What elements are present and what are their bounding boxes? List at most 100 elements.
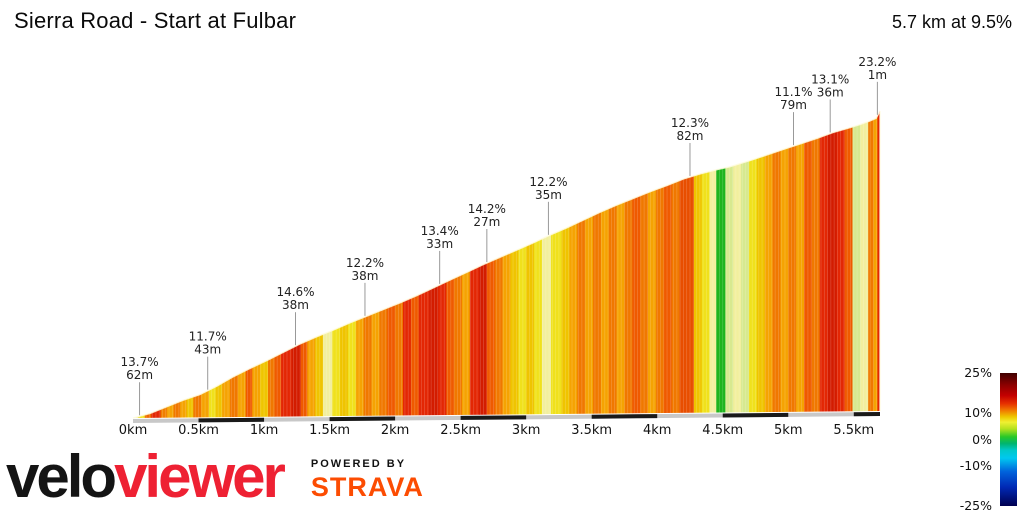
gradient-stripe	[671, 111, 680, 418]
segment-climb-label: 27m	[473, 215, 500, 229]
segment-gradient-label: 13.4%	[421, 224, 459, 238]
gradient-stripe	[764, 111, 773, 418]
x-tick-label: 5.5km	[833, 423, 874, 438]
gradient-stripe	[748, 111, 758, 418]
gradient-stripe	[716, 111, 726, 418]
segment-climb-label: 82m	[676, 129, 703, 143]
segment-gradient-label: 12.2%	[529, 175, 567, 189]
gradient-stripe	[541, 111, 552, 418]
gradient-stripe	[819, 111, 828, 418]
gradient-stripe	[222, 111, 231, 418]
x-tick-label: 1.5km	[309, 423, 350, 438]
gradient-stripe	[868, 111, 874, 418]
gradient-stripe	[632, 111, 641, 418]
gradient-stripe	[355, 111, 364, 418]
x-tick-label: 0.5km	[178, 423, 219, 438]
x-tick-label: 3.5km	[571, 423, 612, 438]
gradient-stripe	[741, 111, 750, 418]
gradient-stripe	[844, 111, 853, 418]
gradient-stripe	[486, 111, 496, 418]
gradient-stripe	[616, 111, 625, 418]
veloviewer-logo: velo viewer POWERED BY STRAVA	[6, 446, 424, 508]
climb-summary: 5.7 km at 9.5%	[891, 12, 1012, 32]
gradient-stripe	[860, 111, 869, 418]
x-tick-label: 5km	[774, 423, 802, 438]
segment-gradient-label: 23.2%	[858, 55, 896, 69]
gradient-stripe	[173, 111, 181, 418]
distance-ribbon-black-segment	[853, 412, 880, 417]
veloviewer-logo-velo: velo	[6, 443, 117, 510]
segment-climb-label: 43m	[194, 343, 221, 357]
gradient-stripe	[291, 111, 302, 418]
gradient-stripe	[811, 111, 821, 418]
segment-gradient-label: 13.1%	[811, 73, 849, 87]
veloviewer-logo-viewer: viewer	[114, 443, 286, 510]
gradient-stripe	[193, 111, 202, 418]
gradient-stripe	[655, 111, 665, 418]
gradient-stripe	[836, 111, 845, 418]
distance-ribbon-black-segment	[329, 416, 396, 422]
x-tick-label: 2km	[381, 423, 409, 438]
gradient-stripe	[551, 111, 562, 418]
x-tick-label: 3km	[512, 423, 540, 438]
gradient-stripe	[569, 111, 578, 418]
segment-gradient-label: 11.1%	[774, 85, 812, 99]
gradient-stripe	[585, 111, 594, 418]
gradient-stripe	[725, 111, 734, 418]
gradient-stripe	[701, 111, 710, 418]
segment-gradient-label: 12.2%	[346, 256, 384, 270]
segment-gradient-label: 12.3%	[671, 116, 709, 130]
x-tick-label: 0km	[119, 423, 147, 438]
segment-climb-label: 38m	[351, 269, 378, 283]
gradient-stripe	[600, 111, 610, 418]
segment-climb-label: 1m	[868, 68, 887, 82]
page-title: Sierra Road - Start at Fulbar	[14, 8, 297, 33]
strava-logo: STRAVA	[310, 471, 424, 502]
gradient-stripe	[679, 111, 695, 418]
distance-ribbon-black-segment	[591, 414, 658, 419]
gradient-stripe	[252, 111, 261, 418]
gradient-stripe	[363, 111, 372, 418]
x-tick-label: 1km	[250, 423, 278, 438]
gradient-stripe	[693, 111, 703, 418]
gradient-stripe	[796, 111, 805, 418]
gradient-stripe	[780, 111, 789, 418]
gradient-stripe	[592, 111, 602, 418]
gradient-stripe	[180, 111, 188, 418]
gradient-stripe	[340, 111, 349, 418]
gradient-stripe	[454, 111, 463, 418]
gradient-stripe	[877, 111, 880, 418]
gradient-stripe	[186, 111, 194, 418]
gradient-stripe	[827, 111, 838, 418]
distance-ribbon-black-segment	[460, 415, 527, 420]
gradient-stripe	[209, 111, 216, 418]
gradient-stripe	[534, 111, 543, 418]
gradient-stripe	[229, 111, 239, 418]
gradient-stripe	[518, 111, 527, 418]
segment-gradient-label: 11.7%	[189, 330, 227, 344]
gradient-stripe	[469, 111, 480, 418]
gradient-stripe	[788, 111, 797, 418]
powered-by-label: POWERED BY	[310, 457, 407, 470]
gradient-stripe	[640, 111, 649, 418]
gradient-stripe	[494, 111, 503, 418]
gradient-stripe	[663, 111, 672, 418]
gradient-stripe	[461, 111, 471, 418]
segment-climb-label: 79m	[780, 98, 807, 112]
segment-gradient-label: 13.7%	[120, 355, 158, 369]
gradient-stripe	[307, 111, 316, 418]
gradient-stripe	[323, 111, 333, 418]
gradient-stripe	[756, 111, 765, 418]
gradient-stripe	[772, 111, 781, 418]
gradient-stripe	[502, 111, 511, 418]
x-tick-label: 4km	[643, 423, 671, 438]
segment-climb-label: 36m	[817, 86, 844, 100]
gradient-stripe	[577, 111, 586, 418]
gradient-stripe	[395, 111, 404, 418]
gradient-stripe	[733, 111, 742, 418]
gradient-stripe	[510, 111, 519, 418]
x-tick-label: 2.5km	[440, 423, 481, 438]
gradient-stripe	[379, 111, 388, 418]
gradient-stripe	[215, 111, 223, 418]
